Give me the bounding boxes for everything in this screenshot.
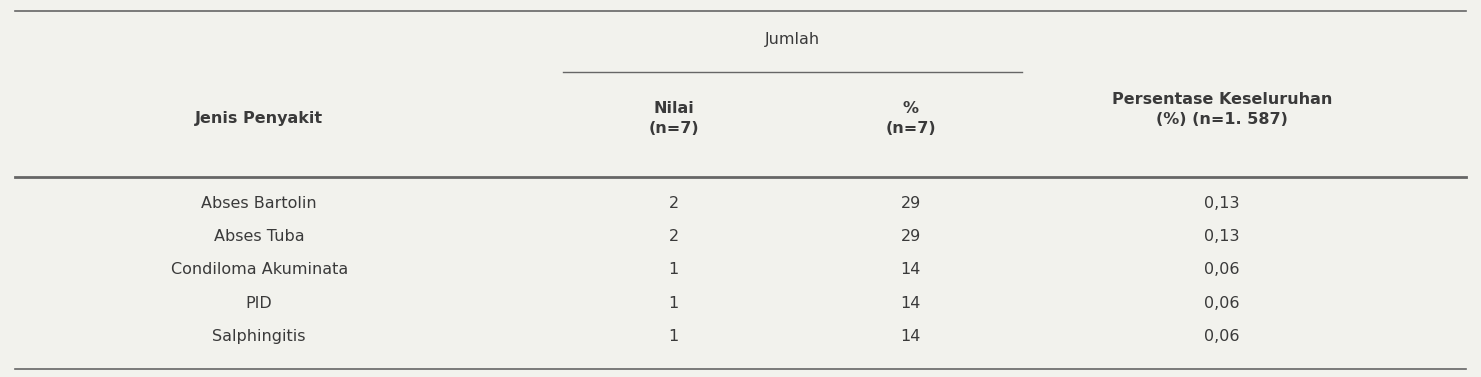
Text: 0,13: 0,13 [1204, 196, 1240, 211]
Text: 2: 2 [669, 196, 678, 211]
Text: 0,06: 0,06 [1204, 296, 1240, 311]
Text: Salphingitis: Salphingitis [212, 329, 307, 344]
Text: Condiloma Akuminata: Condiloma Akuminata [170, 262, 348, 277]
Text: 0,06: 0,06 [1204, 329, 1240, 344]
Text: 29: 29 [900, 229, 921, 244]
Text: 0,13: 0,13 [1204, 229, 1240, 244]
Text: %
(n=7): % (n=7) [886, 101, 936, 136]
Text: 1: 1 [669, 262, 678, 277]
Text: 2: 2 [669, 229, 678, 244]
Text: Jenis Penyakit: Jenis Penyakit [195, 111, 323, 126]
Text: Abses Bartolin: Abses Bartolin [201, 196, 317, 211]
Text: Nilai
(n=7): Nilai (n=7) [649, 101, 699, 136]
Text: 14: 14 [900, 329, 921, 344]
Text: 29: 29 [900, 196, 921, 211]
Text: Jumlah: Jumlah [764, 32, 820, 47]
Text: Abses Tuba: Abses Tuba [213, 229, 305, 244]
Text: 14: 14 [900, 296, 921, 311]
Text: Persentase Keseluruhan
(%) (n=1. 587): Persentase Keseluruhan (%) (n=1. 587) [1112, 92, 1331, 127]
Text: PID: PID [246, 296, 273, 311]
Text: 1: 1 [669, 329, 678, 344]
Text: 14: 14 [900, 262, 921, 277]
Text: 1: 1 [669, 296, 678, 311]
Text: 0,06: 0,06 [1204, 262, 1240, 277]
